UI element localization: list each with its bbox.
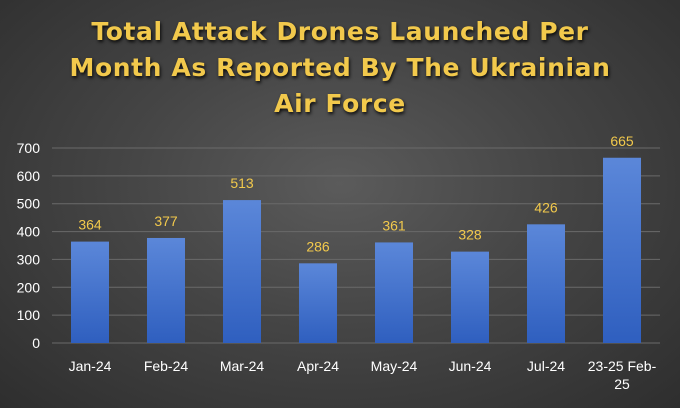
chart-title: Total Attack Drones Launched Per Month A… (0, 14, 680, 122)
y-tick-label: 600 (17, 168, 41, 184)
x-tick-label: 23-25 Feb- (588, 358, 657, 374)
bar (71, 241, 109, 343)
x-tick-label: May-24 (371, 358, 418, 374)
x-tick-label: Apr-24 (297, 358, 339, 374)
y-tick-label: 400 (17, 224, 41, 240)
data-label: 286 (306, 238, 330, 254)
bar (603, 157, 641, 343)
x-tick-label: Jun-24 (449, 358, 492, 374)
data-label: 328 (458, 227, 482, 243)
data-label: 513 (230, 175, 254, 191)
y-tick-label: 100 (17, 307, 41, 323)
bar (147, 237, 185, 343)
x-tick-label: Jan-24 (69, 358, 112, 374)
x-tick-label: Feb-24 (144, 358, 189, 374)
bar (527, 224, 565, 343)
data-label: 426 (534, 199, 558, 215)
y-tick-label: 700 (17, 140, 41, 156)
chart-title-line: Month As Reported By The Ukrainian (69, 53, 611, 82)
bar (223, 200, 261, 343)
y-tick-label: 0 (32, 335, 40, 351)
y-tick-label: 200 (17, 279, 41, 295)
y-tick-label: 500 (17, 196, 41, 212)
bar (451, 251, 489, 343)
chart-title-line: Total Attack Drones Launched Per (91, 17, 589, 46)
x-tick-label: Mar-24 (220, 358, 265, 374)
chart-title-line: Air Force (274, 89, 406, 118)
data-label: 364 (78, 217, 102, 233)
data-label: 377 (154, 213, 178, 229)
bar (299, 263, 337, 343)
x-tick-label: 25 (614, 376, 630, 392)
y-tick-label: 300 (17, 251, 41, 267)
bar (375, 242, 413, 343)
x-tick-label: Jul-24 (527, 358, 565, 374)
data-label: 665 (610, 133, 634, 149)
data-label: 361 (382, 217, 406, 233)
